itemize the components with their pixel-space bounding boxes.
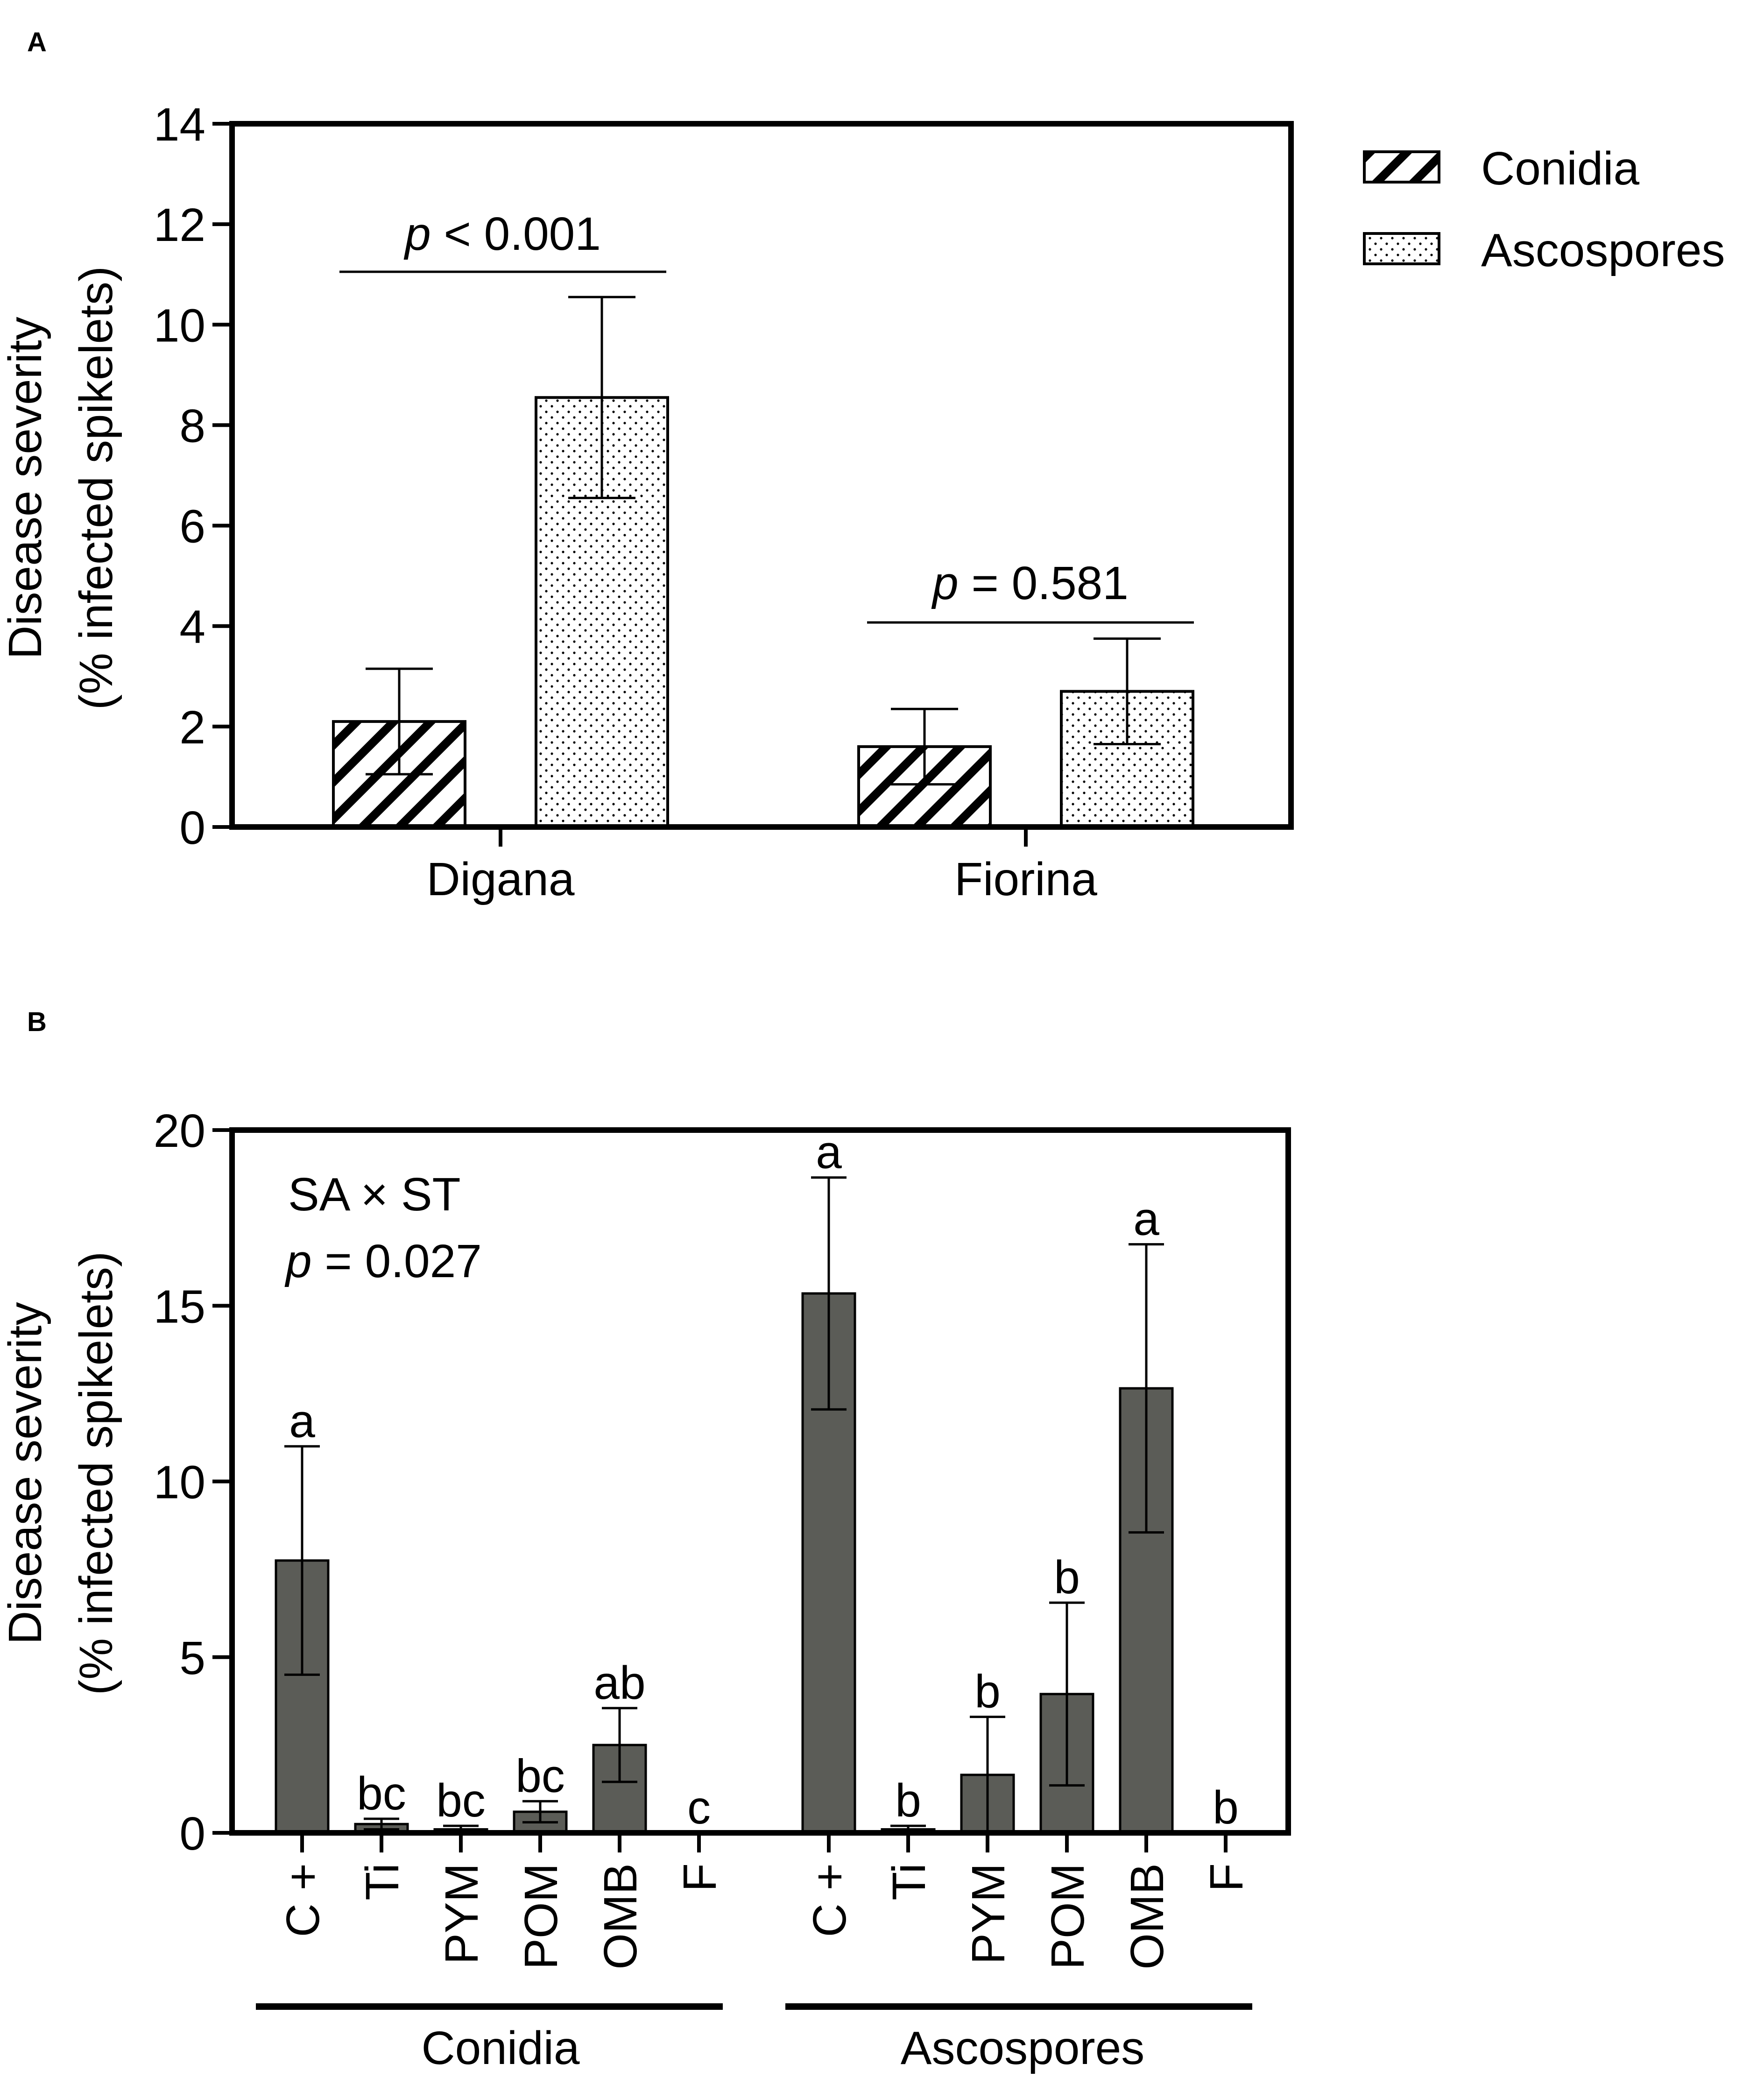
panel-b-letter: B xyxy=(27,1007,47,1037)
panel-b-annotation-line1: SA × ST xyxy=(288,1168,461,1221)
panel-b-y-ticks: 0 5 10 15 20 xyxy=(154,1105,232,1860)
panel-b-group-conidia: Conidia xyxy=(256,2003,723,2074)
significance-letter-ascospores-pym: b xyxy=(974,1666,1001,1718)
x-category-label-digana: Digana xyxy=(427,853,575,905)
x-category-label-ascospores-c: C + xyxy=(804,1863,856,1937)
legend-label-conidia: Conidia xyxy=(1481,142,1639,195)
comparison-p-value-fiorina: = 0.581 xyxy=(959,557,1129,609)
panel-a-error-bars xyxy=(366,296,1161,786)
panel-b-y-axis-label: Disease severity (% infected spikelets) xyxy=(0,1251,122,1695)
x-category-label-conidia-c: C + xyxy=(277,1863,329,1937)
significance-letter-conidia-f: c xyxy=(687,1781,711,1834)
bar-ascospores-fiorina xyxy=(1060,690,1194,828)
y-tick-label-12: 12 xyxy=(154,199,205,251)
panel-b-ylabel-line2: (% infected spikelets) xyxy=(70,1251,122,1695)
panel-a-comparison-digana: p < 0.001 xyxy=(339,208,666,273)
significance-letter-ascospores-f: b xyxy=(1213,1781,1239,1834)
y-tick-label-4: 4 xyxy=(179,601,205,653)
panel-b-x-ticks: C + Ti PYM POM OMB F C + Ti PYM POM OMB F xyxy=(277,1833,1253,1970)
significance-letter-conidia-pom: bc xyxy=(515,1750,565,1802)
significance-letter-conidia-c: a xyxy=(289,1395,315,1447)
x-category-label-fiorina: Fiorina xyxy=(954,853,1097,905)
x-category-label-conidia-omb: OMB xyxy=(594,1863,647,1970)
x-category-label-ascospores-ti: Ti xyxy=(883,1863,935,1901)
comparison-p-italic-digana: p xyxy=(403,208,431,260)
significance-letter-ascospores-pom: b xyxy=(1054,1551,1080,1604)
panel-a-y-ticks: 0 2 4 6 8 10 12 14 xyxy=(154,99,232,854)
y-tick-label-0: 0 xyxy=(179,1808,205,1860)
significance-letter-ascospores-ti: b xyxy=(895,1774,921,1827)
panel-b-group-ascospores: Ascospores xyxy=(785,2003,1252,2074)
legend-swatch-ascospores xyxy=(1363,232,1440,265)
y-tick-label-10: 10 xyxy=(154,1456,205,1509)
group-label-conidia: Conidia xyxy=(421,2022,579,2074)
y-tick-label-6: 6 xyxy=(179,501,205,553)
panel-b-annotation-p-italic: p xyxy=(284,1235,312,1287)
panel-a-y-axis-label: Disease severity (% infected spikelets) xyxy=(0,266,122,710)
y-tick-label-5: 5 xyxy=(179,1632,205,1684)
y-tick-label-10: 10 xyxy=(154,299,205,352)
x-category-label-conidia-pym: PYM xyxy=(436,1863,488,1965)
panel-a-comparison-fiorina: p = 0.581 xyxy=(867,557,1194,624)
y-tick-label-20: 20 xyxy=(154,1105,205,1157)
panel-b-ylabel-line1: Disease severity xyxy=(0,1302,51,1645)
panel-a-legend: Conidia Ascospores xyxy=(1363,142,1725,276)
x-category-label-ascospores-f: F xyxy=(1200,1863,1253,1892)
y-tick-label-0: 0 xyxy=(179,802,205,854)
panel-a-plot-frame xyxy=(229,121,1294,830)
panel-a-bars xyxy=(332,396,1194,829)
comparison-p-italic-fiorina: p xyxy=(931,557,959,609)
panel-b-annotation-line2: p = 0.027 xyxy=(284,1235,482,1287)
y-tick-label-8: 8 xyxy=(179,400,205,452)
comparison-p-value-digana: < 0.001 xyxy=(431,208,601,260)
x-category-label-ascospores-pom: POM xyxy=(1042,1863,1094,1970)
group-label-ascospores: Ascospores xyxy=(901,2022,1144,2074)
significance-letter-ascospores-c: a xyxy=(816,1126,842,1179)
comparison-text-digana: p < 0.001 xyxy=(403,208,601,260)
x-category-label-conidia-f: F xyxy=(674,1863,726,1892)
y-tick-label-2: 2 xyxy=(179,701,205,754)
x-category-label-ascospores-pym: PYM xyxy=(962,1863,1015,1965)
panel-a-x-ticks: Digana Fiorina xyxy=(427,827,1097,905)
significance-letter-conidia-ti: bc xyxy=(357,1767,406,1820)
panel-b-bars xyxy=(275,1292,1174,1834)
legend-swatch-conidia xyxy=(1363,150,1440,184)
legend-label-ascospores: Ascospores xyxy=(1481,224,1725,276)
x-category-label-ascospores-omb: OMB xyxy=(1121,1863,1173,1970)
panel-a-ylabel-line1: Disease severity xyxy=(0,317,51,659)
significance-letter-conidia-omb: ab xyxy=(593,1657,645,1709)
x-category-label-conidia-ti: Ti xyxy=(356,1863,409,1901)
significance-letter-ascospores-omb: a xyxy=(1133,1193,1159,1245)
panel-b-annotation-p-value: = 0.027 xyxy=(312,1235,482,1287)
panel-a-ylabel-line2: (% infected spikelets) xyxy=(70,266,122,710)
panel-a-letter: A xyxy=(27,27,47,57)
significance-letter-conidia-pym: bc xyxy=(436,1774,486,1827)
x-category-label-conidia-pom: POM xyxy=(515,1863,567,1970)
comparison-text-fiorina: p = 0.581 xyxy=(931,557,1129,609)
y-tick-label-14: 14 xyxy=(154,99,205,151)
y-tick-label-15: 15 xyxy=(154,1280,205,1333)
